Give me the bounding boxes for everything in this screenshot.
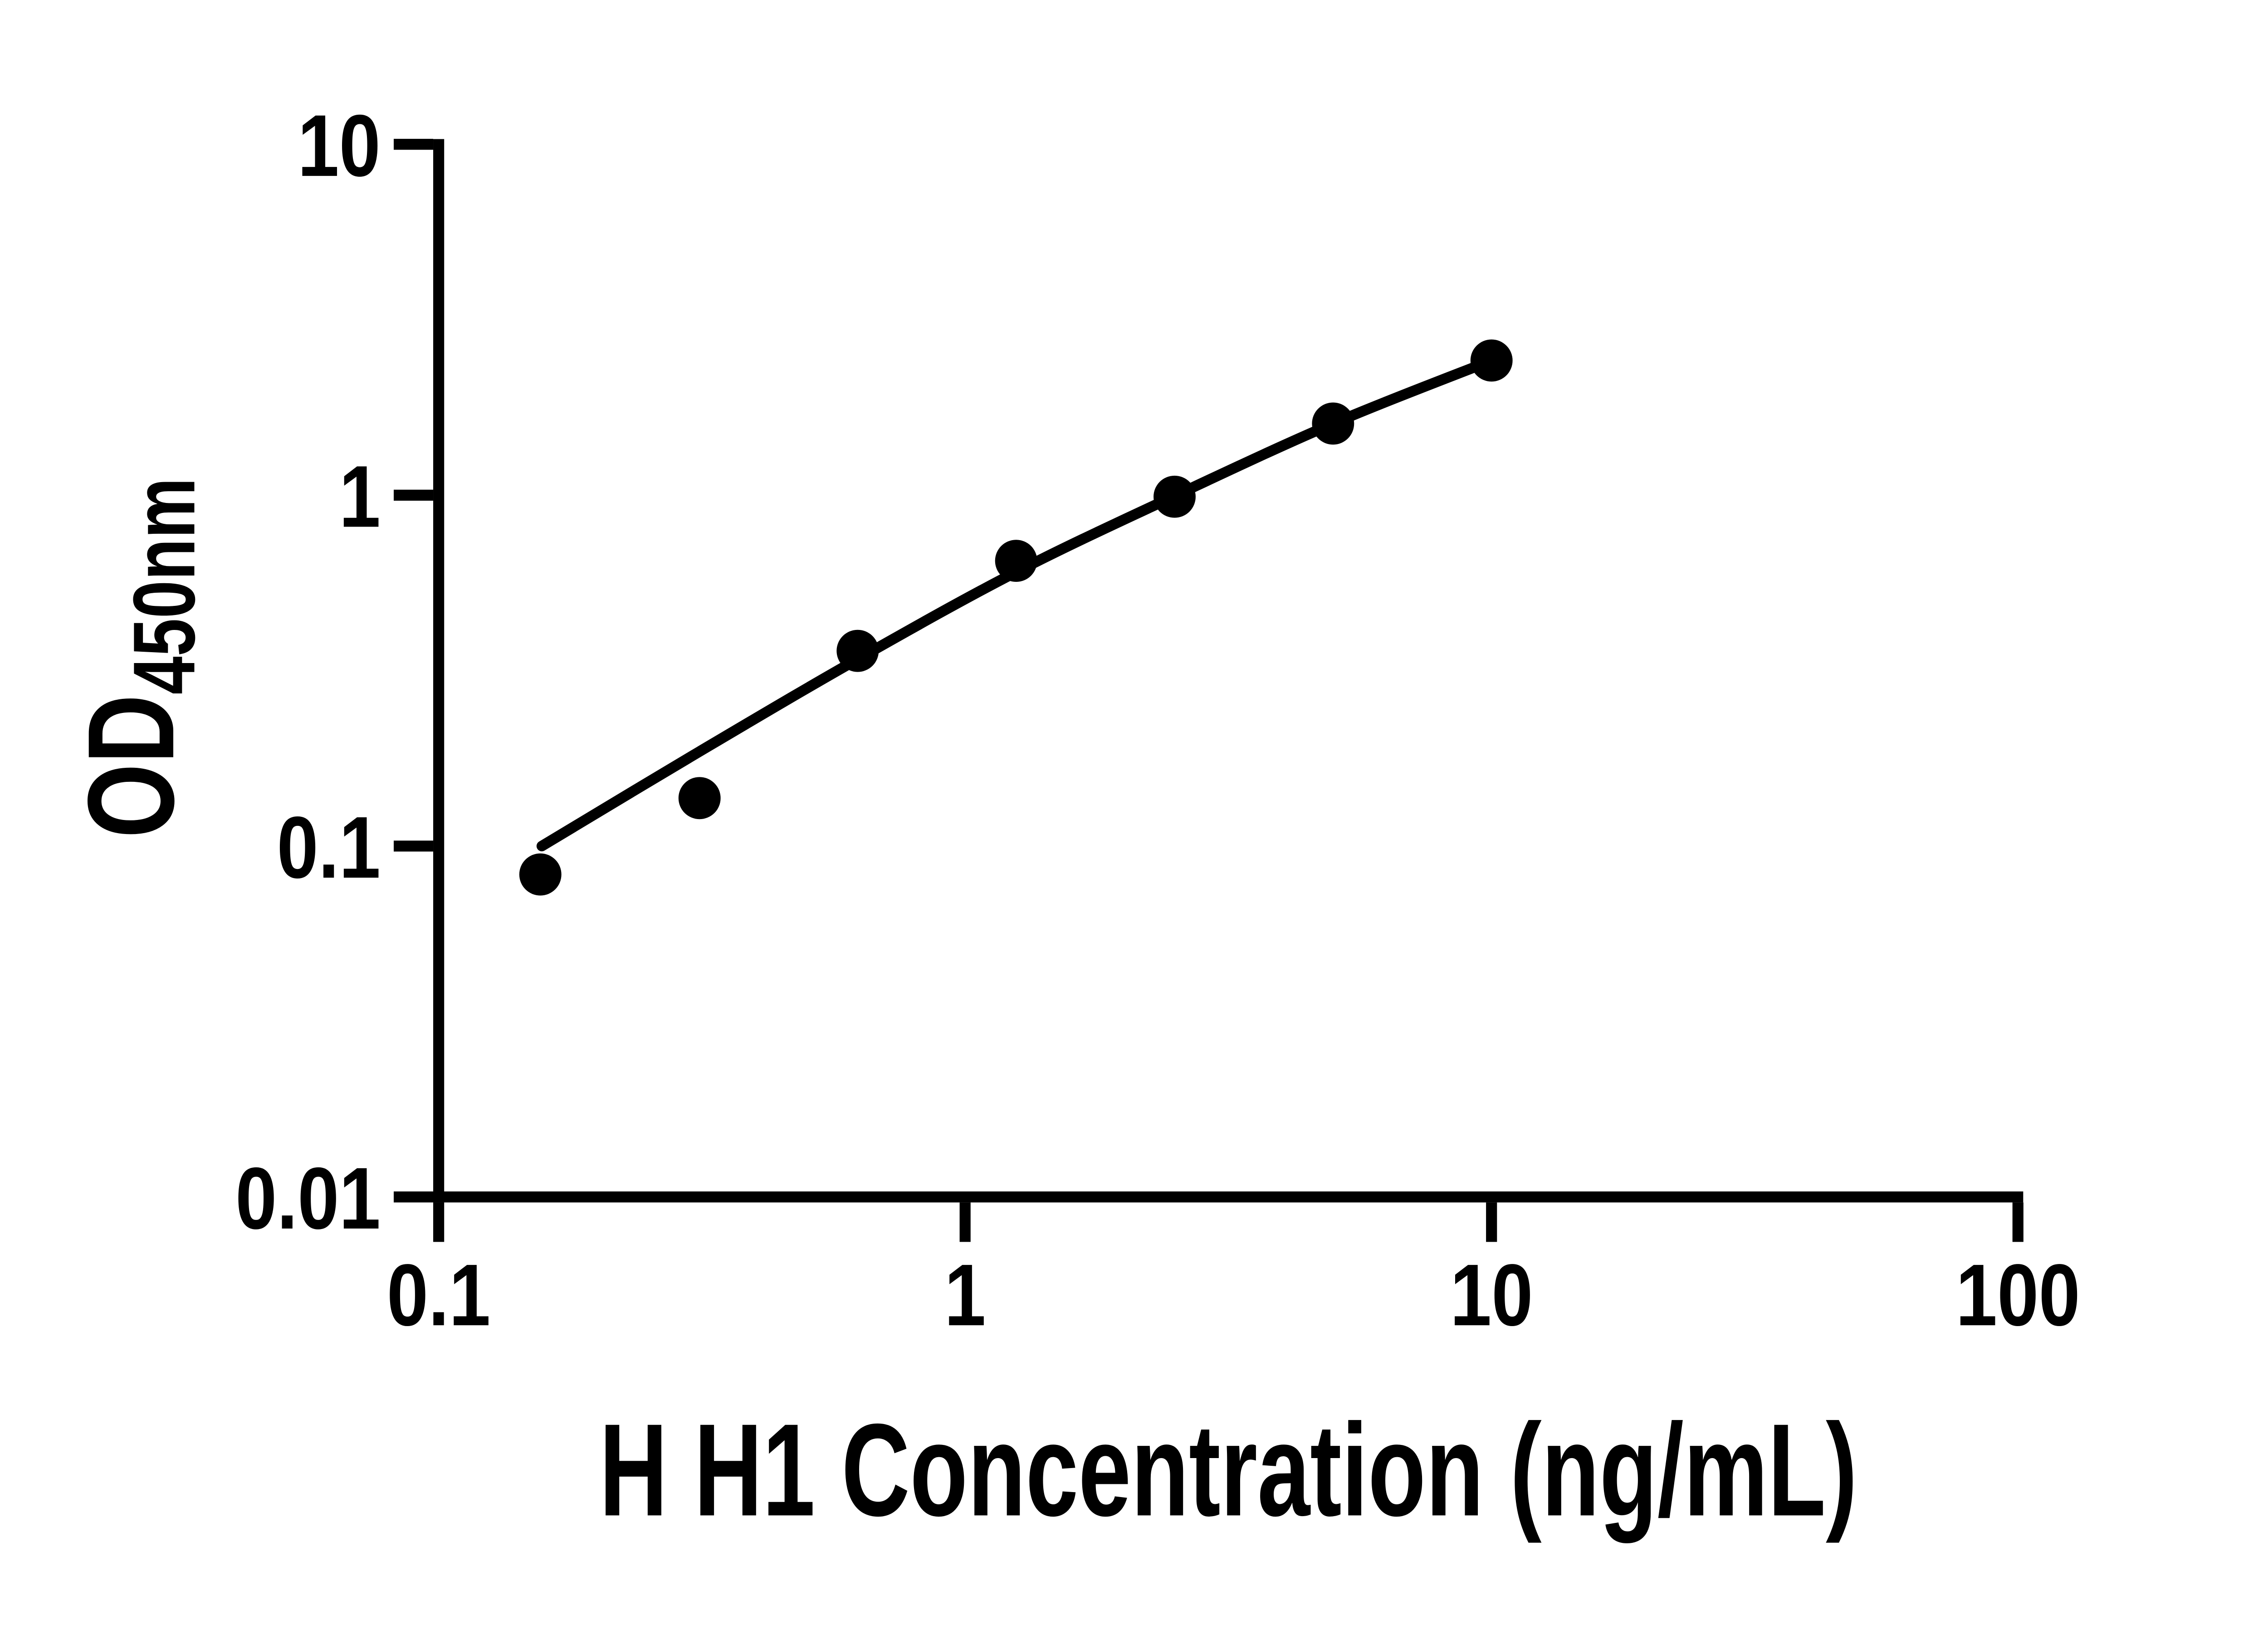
x-tick-label: 0.1 bbox=[387, 1247, 491, 1345]
data-points-layer bbox=[519, 339, 1513, 896]
data-point bbox=[1154, 475, 1196, 518]
y-axis-title-subscript: 450nm bbox=[115, 478, 213, 694]
data-point bbox=[1312, 402, 1354, 445]
data-point bbox=[1470, 339, 1513, 382]
axes-layer bbox=[393, 139, 2024, 1242]
y-tick-label: 0.01 bbox=[235, 1150, 381, 1248]
x-tick-label: 100 bbox=[1956, 1247, 2080, 1345]
elisa-standard-curve-figure: 0.01 0.1 1 10 0.1 1 10 100 OD450nm H H1 Concent… bbox=[62, 97, 2080, 1544]
y-tick-label: 10 bbox=[298, 97, 381, 195]
data-point bbox=[519, 853, 562, 896]
y-axis-title-main: OD bbox=[63, 694, 200, 838]
x-tick-label: 1 bbox=[944, 1247, 986, 1345]
x-tick-label: 10 bbox=[1450, 1247, 1533, 1345]
y-tick-label: 1 bbox=[339, 448, 381, 546]
y-tick-label: 0.1 bbox=[277, 799, 381, 897]
y-axis-title: OD450nm bbox=[63, 478, 213, 838]
data-point bbox=[678, 777, 721, 820]
data-point bbox=[836, 629, 879, 672]
x-axis-title: H H1 Concentration (ng/mL) bbox=[599, 1396, 1857, 1544]
data-point bbox=[995, 540, 1037, 582]
